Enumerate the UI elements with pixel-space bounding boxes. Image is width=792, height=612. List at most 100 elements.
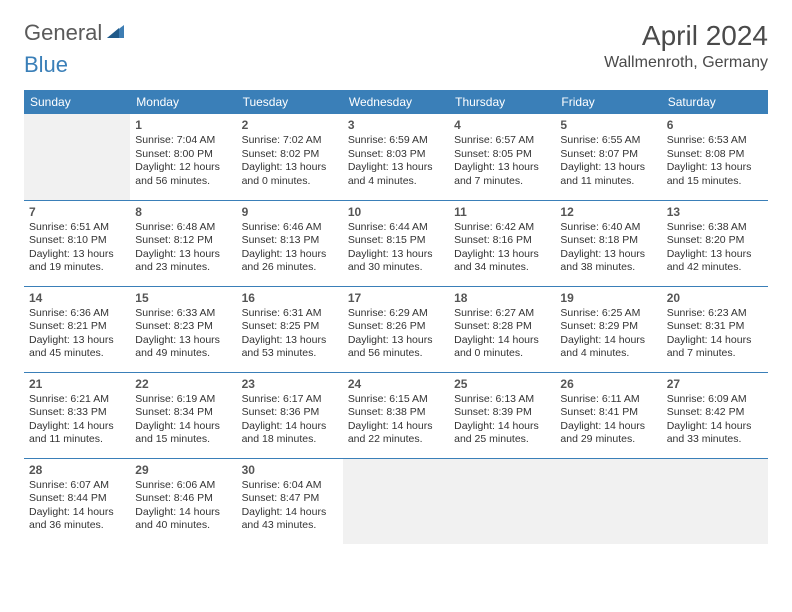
day-cell: 9Sunrise: 6:46 AMSunset: 8:13 PMDaylight… — [237, 200, 343, 286]
logo: General — [24, 20, 127, 46]
day-number: 11 — [454, 205, 550, 219]
sunset-line: Sunset: 8:47 PM — [242, 492, 338, 506]
day-number: 2 — [242, 118, 338, 132]
daylight-line: Daylight: 13 hours and 7 minutes. — [454, 161, 550, 188]
calendar-row: 1 Sunrise: 7:04 AMSunset: 8:00 PM Daylight… — [24, 114, 768, 200]
calendar-body: 1 Sunrise: 7:04 AMSunset: 8:00 PM Daylight… — [24, 114, 768, 544]
sunrise-line: Sunrise: 6:31 AM — [242, 307, 338, 321]
day-number: 29 — [135, 463, 231, 477]
sunset-line: Sunset: 8:03 PM — [348, 148, 444, 162]
daylight-line: Daylight: 13 hours and 0 minutes. — [242, 161, 338, 188]
day-cell: 19Sunrise: 6:25 AMSunset: 8:29 PMDayligh… — [555, 286, 661, 372]
calendar-row: 14 Sunrise: 6:36 AMSunset: 8:21 PM Dayligh… — [24, 286, 768, 372]
daylight-line: Daylight: 13 hours and 56 minutes. — [348, 334, 444, 361]
sunset-line: Sunset: 8:10 PM — [29, 234, 125, 248]
sunrise-line: Sunrise: 6:17 AM — [242, 393, 338, 407]
day-cell: 12Sunrise: 6:40 AMSunset: 8:18 PMDayligh… — [555, 200, 661, 286]
day-cell: 11Sunrise: 6:42 AMSunset: 8:16 PMDayligh… — [449, 200, 555, 286]
day-cell: 20Sunrise: 6:23 AMSunset: 8:31 PMDayligh… — [662, 286, 768, 372]
day-number: 20 — [667, 291, 763, 305]
sunset-line: Sunset: 8:00 PM — [135, 148, 231, 162]
day-number: 28 — [29, 463, 125, 477]
day-number: 9 — [242, 205, 338, 219]
daylight-line: Daylight: 13 hours and 53 minutes. — [242, 334, 338, 361]
day-number: 6 — [667, 118, 763, 132]
day-number: 17 — [348, 291, 444, 305]
day-number: 23 — [242, 377, 338, 391]
sunset-line: Sunset: 8:33 PM — [29, 406, 125, 420]
day-number: 14 — [29, 291, 125, 305]
sunset-line: Sunset: 8:21 PM — [29, 320, 125, 334]
day-cell: 29Sunrise: 6:06 AMSunset: 8:46 PMDayligh… — [130, 458, 236, 544]
sunrise-line: Sunrise: 6:04 AM — [242, 479, 338, 493]
location: Wallmenroth, Germany — [604, 54, 768, 72]
sunrise-line: Sunrise: 6:36 AM — [29, 307, 125, 321]
day-number: 22 — [135, 377, 231, 391]
daylight-line: Daylight: 14 hours and 18 minutes. — [242, 420, 338, 447]
day-number: 27 — [667, 377, 763, 391]
sunrise-line: Sunrise: 6:27 AM — [454, 307, 550, 321]
sunset-line: Sunset: 8:23 PM — [135, 320, 231, 334]
daylight-line: Daylight: 14 hours and 43 minutes. — [242, 506, 338, 533]
day-cell: 21Sunrise: 6:21 AMSunset: 8:33 PMDayligh… — [24, 372, 130, 458]
logo-text-blue-row: Blue — [24, 52, 68, 78]
weekday-header: Monday — [130, 90, 236, 114]
sunrise-line: Sunrise: 6:46 AM — [242, 221, 338, 235]
sunset-line: Sunset: 8:38 PM — [348, 406, 444, 420]
day-number: 19 — [560, 291, 656, 305]
day-number: 5 — [560, 118, 656, 132]
sunrise-line: Sunrise: 6:57 AM — [454, 134, 550, 148]
sunrise-line: Sunrise: 6:11 AM — [560, 393, 656, 407]
day-cell: 13Sunrise: 6:38 AMSunset: 8:20 PMDayligh… — [662, 200, 768, 286]
header: General April 2024 Wallmenroth, Germany — [24, 20, 768, 72]
day-cell: 26Sunrise: 6:11 AMSunset: 8:41 PMDayligh… — [555, 372, 661, 458]
day-number: 8 — [135, 205, 231, 219]
sunset-line: Sunset: 8:36 PM — [242, 406, 338, 420]
day-number: 30 — [242, 463, 338, 477]
day-number: 13 — [667, 205, 763, 219]
daylight-line: Daylight: 14 hours and 22 minutes. — [348, 420, 444, 447]
daylight-line: Daylight: 13 hours and 30 minutes. — [348, 248, 444, 275]
sunset-line: Sunset: 8:20 PM — [667, 234, 763, 248]
day-cell: 25Sunrise: 6:13 AMSunset: 8:39 PMDayligh… — [449, 372, 555, 458]
sunset-line: Sunset: 8:13 PM — [242, 234, 338, 248]
daylight-line: Daylight: 14 hours and 29 minutes. — [560, 420, 656, 447]
daylight-line: Daylight: 13 hours and 23 minutes. — [135, 248, 231, 275]
sunset-line: Sunset: 8:34 PM — [135, 406, 231, 420]
day-cell: 18Sunrise: 6:27 AMSunset: 8:28 PMDayligh… — [449, 286, 555, 372]
sunset-line: Sunset: 8:12 PM — [135, 234, 231, 248]
day-number: 18 — [454, 291, 550, 305]
sunrise-line: Sunrise: 7:04 AM — [135, 134, 231, 148]
day-number: 15 — [135, 291, 231, 305]
day-cell: 30 Sunrise: 6:04 AMSunset: 8:47 PMDayligh… — [237, 458, 343, 544]
sunset-line: Sunset: 8:02 PM — [242, 148, 338, 162]
daylight-line: Daylight: 13 hours and 49 minutes. — [135, 334, 231, 361]
sunset-line: Sunset: 8:16 PM — [454, 234, 550, 248]
weekday-header: Sunday — [24, 90, 130, 114]
empty-cell — [449, 458, 555, 544]
day-number: 1 — [135, 118, 231, 132]
daylight-line: Daylight: 14 hours and 15 minutes. — [135, 420, 231, 447]
calendar-row: 7Sunrise: 6:51 AMSunset: 8:10 PMDaylight… — [24, 200, 768, 286]
sunset-line: Sunset: 8:42 PM — [667, 406, 763, 420]
daylight-line: Daylight: 13 hours and 15 minutes. — [667, 161, 763, 188]
empty-cell — [24, 114, 130, 200]
sunrise-line: Sunrise: 6:51 AM — [29, 221, 125, 235]
sunrise-line: Sunrise: 6:53 AM — [667, 134, 763, 148]
calendar-row: 28Sunrise: 6:07 AMSunset: 8:44 PMDayligh… — [24, 458, 768, 544]
weekday-header: Tuesday — [237, 90, 343, 114]
sunrise-line: Sunrise: 6:48 AM — [135, 221, 231, 235]
daylight-line: Daylight: 14 hours and 33 minutes. — [667, 420, 763, 447]
sunset-line: Sunset: 8:05 PM — [454, 148, 550, 162]
day-cell: 28Sunrise: 6:07 AMSunset: 8:44 PMDayligh… — [24, 458, 130, 544]
day-cell: 4Sunrise: 6:57 AMSunset: 8:05 PMDaylight… — [449, 114, 555, 200]
sunset-line: Sunset: 8:25 PM — [242, 320, 338, 334]
sunset-line: Sunset: 8:15 PM — [348, 234, 444, 248]
sunrise-line: Sunrise: 6:44 AM — [348, 221, 444, 235]
day-number: 24 — [348, 377, 444, 391]
daylight-line: Daylight: 14 hours and 40 minutes. — [135, 506, 231, 533]
day-cell: 7Sunrise: 6:51 AMSunset: 8:10 PMDaylight… — [24, 200, 130, 286]
daylight-line: Daylight: 14 hours and 11 minutes. — [29, 420, 125, 447]
sunrise-line: Sunrise: 6:07 AM — [29, 479, 125, 493]
weekday-header-row: SundayMondayTuesdayWednesdayThursdayFrid… — [24, 90, 768, 114]
